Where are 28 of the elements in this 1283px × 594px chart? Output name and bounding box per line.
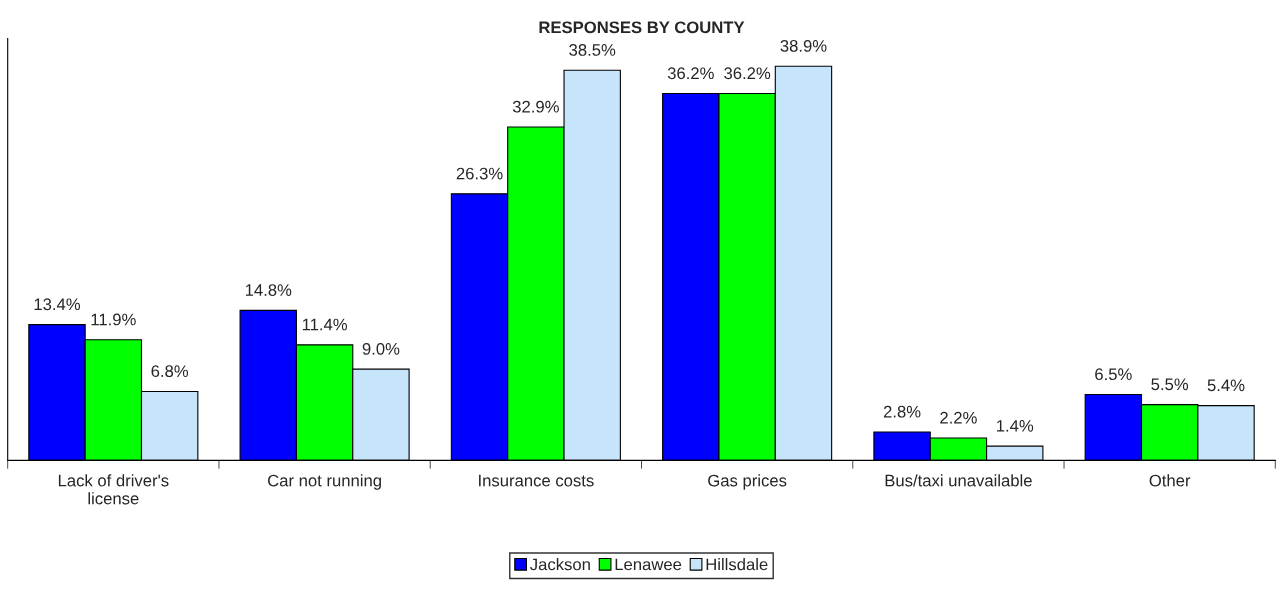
- data-label: 11.9%: [91, 313, 136, 326]
- data-label: 2.8%: [883, 405, 921, 418]
- data-label: 36.2%: [724, 67, 771, 80]
- x-tick-label: Other: [1149, 474, 1191, 487]
- legend-label: Jackson: [530, 558, 590, 571]
- data-label: 26.3%: [456, 167, 503, 180]
- x-tick-label: Bus/taxi unavailable: [885, 474, 1032, 487]
- data-label: 9.0%: [362, 342, 400, 355]
- data-label: 38.5%: [569, 44, 616, 56]
- data-label: 36.2%: [667, 67, 714, 80]
- data-label: 5.5%: [1151, 378, 1189, 391]
- data-label: 32.9%: [512, 100, 559, 113]
- data-label: 13.4%: [34, 298, 81, 311]
- data-label: 6.8%: [151, 365, 189, 378]
- data-label: 5.4%: [1207, 379, 1245, 392]
- data-label: 2.2%: [940, 411, 977, 424]
- legend-label: Hillsdale: [706, 558, 768, 571]
- x-tick-label: Insurance costs: [479, 474, 594, 487]
- data-label: 38.9%: [780, 39, 827, 52]
- data-label: 6.5%: [1095, 368, 1132, 381]
- data-label: 11.4%: [302, 318, 348, 331]
- x-tick-label: Gas prices: [708, 474, 787, 490]
- chart-title: RESPONSES BY COUNTY: [539, 21, 745, 34]
- legend-label: Lenawee: [615, 558, 682, 571]
- data-label: 1.4%: [997, 420, 1034, 432]
- x-tick-label: Lack of driver's license: [58, 474, 169, 505]
- data-label: 14.8%: [245, 284, 292, 296]
- x-tick-label: Car not running: [268, 474, 381, 490]
